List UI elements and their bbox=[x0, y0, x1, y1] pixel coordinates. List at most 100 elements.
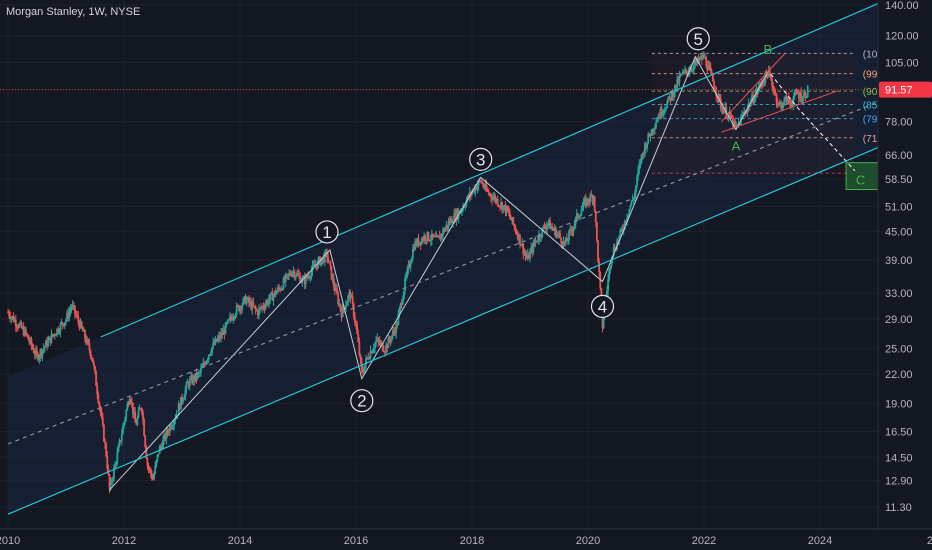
candle-body bbox=[261, 306, 264, 308]
candle-body bbox=[426, 232, 429, 241]
candle-body bbox=[178, 404, 181, 410]
candle-body bbox=[271, 292, 274, 301]
candle-body bbox=[377, 338, 380, 342]
y-tick-label: 45.00 bbox=[885, 226, 913, 238]
chart-grid bbox=[0, 0, 878, 529]
candle-body bbox=[589, 194, 592, 203]
candle-body bbox=[146, 458, 149, 466]
candle-body bbox=[356, 324, 359, 334]
candle-body bbox=[46, 340, 48, 347]
candle-body bbox=[410, 258, 413, 263]
candle-body bbox=[249, 301, 251, 303]
candle-body bbox=[690, 68, 693, 70]
candle-body bbox=[129, 399, 132, 403]
candle-body bbox=[435, 235, 438, 238]
candle-body bbox=[776, 102, 779, 104]
candle-body bbox=[382, 350, 385, 353]
candle-body bbox=[23, 328, 26, 336]
candle-body bbox=[172, 425, 174, 427]
wedge-lower bbox=[721, 90, 838, 133]
candle-body bbox=[289, 273, 292, 275]
candle-body bbox=[79, 321, 82, 329]
candle-body bbox=[665, 108, 667, 110]
candle-body bbox=[127, 403, 130, 405]
candle-body bbox=[202, 362, 205, 367]
x-tick-label: 2024 bbox=[808, 535, 832, 547]
candle-body bbox=[50, 333, 53, 343]
candle-body bbox=[506, 206, 509, 211]
candle-body bbox=[31, 345, 34, 349]
wave-label: A bbox=[732, 138, 741, 153]
candle-body bbox=[806, 86, 809, 97]
candle-body bbox=[397, 314, 400, 326]
candle-body bbox=[439, 234, 442, 240]
candle-body bbox=[761, 83, 763, 85]
candle-body bbox=[454, 213, 457, 221]
candle-body bbox=[191, 376, 193, 384]
candle-body bbox=[671, 91, 674, 98]
candle-body bbox=[111, 478, 114, 482]
candle-body bbox=[423, 235, 425, 241]
candle-body bbox=[256, 310, 259, 316]
candle-body bbox=[712, 74, 714, 82]
candle-body bbox=[705, 57, 708, 67]
candle-body bbox=[723, 110, 725, 114]
candle-body bbox=[233, 316, 236, 318]
candle-body bbox=[670, 91, 673, 101]
candle-body bbox=[497, 205, 500, 207]
candle-body bbox=[237, 305, 240, 311]
candle-body bbox=[689, 68, 692, 72]
candle-body bbox=[204, 363, 207, 365]
candle-body bbox=[652, 128, 655, 132]
candle-body bbox=[165, 430, 168, 440]
y-axis: 140.00 120.00 105.00 78.00 66.00 58.50 51.00 45… bbox=[877, 0, 932, 550]
candle-body bbox=[708, 65, 711, 68]
candle-body bbox=[726, 117, 729, 119]
candle-body bbox=[306, 275, 308, 278]
candle-body bbox=[523, 252, 526, 254]
candle-body bbox=[115, 463, 118, 465]
candle-body bbox=[504, 204, 507, 213]
y-tick-label: 51.00 bbox=[885, 201, 913, 213]
candle-body bbox=[128, 399, 131, 405]
candle-body bbox=[461, 210, 463, 212]
candle-body bbox=[66, 312, 69, 320]
candle-body bbox=[55, 334, 57, 336]
candle-body bbox=[393, 330, 395, 332]
candle-body bbox=[396, 323, 399, 326]
candle-body bbox=[167, 432, 170, 434]
candle-body bbox=[625, 220, 627, 222]
candle-body bbox=[550, 226, 553, 230]
candle-body bbox=[259, 307, 261, 309]
candle-body bbox=[612, 247, 615, 256]
candle-body bbox=[794, 91, 797, 93]
wave-labels: 1 2 3 4 5 A B C bbox=[315, 27, 865, 413]
candle-body bbox=[515, 231, 518, 234]
candle-body bbox=[581, 207, 584, 211]
candle-body bbox=[425, 240, 428, 242]
candle-body bbox=[179, 396, 182, 410]
candle-body bbox=[480, 180, 482, 182]
target-box bbox=[845, 162, 879, 191]
candle-body bbox=[646, 142, 649, 149]
y-tick-label: 140.00 bbox=[885, 0, 919, 12]
projected-c-leg bbox=[770, 73, 856, 172]
candle-body bbox=[101, 417, 104, 425]
candle-body bbox=[337, 294, 340, 304]
candle-body bbox=[99, 406, 102, 413]
x-tick-label: 2022 bbox=[692, 535, 716, 547]
candle-body bbox=[190, 376, 192, 380]
candle-body bbox=[149, 468, 152, 474]
candle-body bbox=[718, 93, 721, 99]
candle-body bbox=[12, 316, 15, 322]
candle-body bbox=[568, 231, 570, 241]
candle-body bbox=[621, 229, 624, 231]
candle-body bbox=[252, 302, 255, 307]
candle-body bbox=[254, 306, 257, 310]
candle-body bbox=[235, 305, 238, 315]
candle-body bbox=[19, 322, 22, 325]
candle-body bbox=[418, 241, 421, 245]
candle-body bbox=[387, 337, 390, 348]
candle-body bbox=[359, 354, 362, 360]
